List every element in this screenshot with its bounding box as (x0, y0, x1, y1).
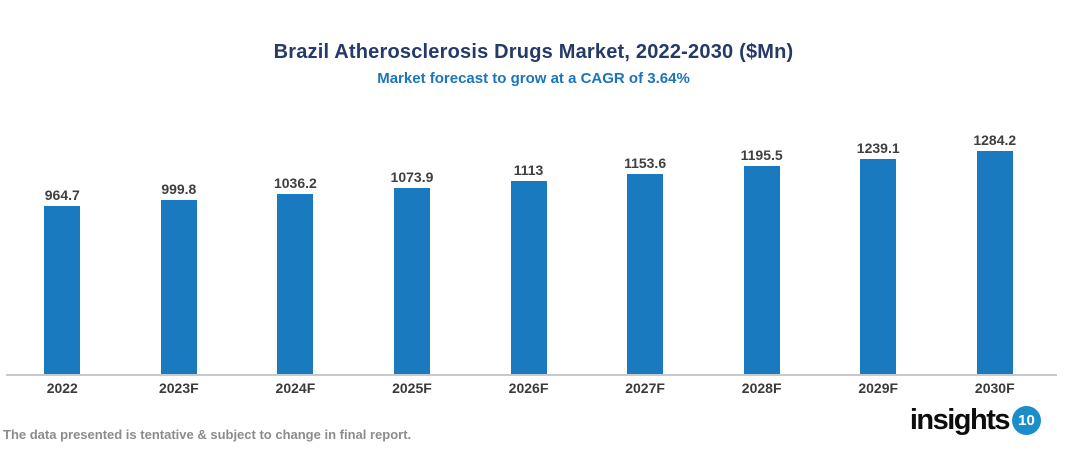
bar-column: 1153.6 (587, 124, 704, 374)
bar-value-label: 999.8 (161, 181, 197, 197)
chart-subtitle: Market forecast to grow at a CAGR of 3.6… (377, 70, 690, 87)
bar-column: 1113 (470, 124, 587, 374)
bar-column: 1036.2 (237, 124, 354, 374)
insights10-logo: insights 10 (910, 406, 1041, 435)
bar (860, 159, 897, 374)
x-axis-labels-row: 2022 2023F 2024F 2025F 2026F 2027F 2028F 2029F 2… (4, 380, 1053, 396)
x-axis-label: 2024F (275, 380, 316, 396)
bar (277, 194, 314, 374)
x-axis-label: 2025F (392, 380, 432, 396)
bar-column: 1284.2 (937, 124, 1054, 374)
x-axis-label: 2027F (625, 380, 665, 396)
bar-value-label: 1113 (513, 162, 544, 178)
bar-column: 999.8 (121, 124, 238, 374)
bar-column: 1195.5 (703, 124, 820, 374)
bar (160, 200, 197, 374)
bars-row: 964.7 999.8 1036.2 1073.9 1113 1153.6 1195.5 12… (4, 124, 1053, 374)
x-axis-label: 2023F (158, 380, 199, 396)
x-axis-label: 2030F (974, 380, 1015, 396)
bar-column: 1239.1 (820, 124, 937, 374)
bar-value-label: 1195.5 (740, 147, 783, 163)
x-axis-label: 2022 (46, 380, 78, 396)
bar (743, 166, 780, 374)
bar-value-label: 1073.9 (390, 169, 434, 185)
x-axis-label: 2026F (508, 380, 549, 396)
logo-wordmark: insights (909, 404, 1011, 436)
x-axis-label: 2029F (858, 380, 899, 396)
bar-value-label: 1153.6 (624, 155, 667, 171)
footer-disclaimer: The data presented is tentative & subjec… (3, 427, 412, 442)
bar-value-label: 1284.2 (973, 132, 1017, 148)
bar (393, 188, 430, 374)
bar-column: 1073.9 (354, 124, 471, 374)
bar-value-label: 1036.2 (273, 175, 317, 191)
bar-value-label: 1239.1 (856, 140, 900, 156)
bar (976, 151, 1013, 374)
bar (44, 206, 81, 374)
logo-circle-badge: 10 (1012, 406, 1041, 435)
bar (510, 181, 547, 374)
bar (627, 174, 664, 374)
chart-title: Brazil Atherosclerosis Drugs Market, 202… (273, 41, 794, 63)
bar-value-label: 964.7 (44, 187, 80, 203)
x-axis-line (6, 374, 1057, 376)
x-axis-label: 2028F (741, 380, 782, 396)
bar-column: 964.7 (4, 124, 121, 374)
